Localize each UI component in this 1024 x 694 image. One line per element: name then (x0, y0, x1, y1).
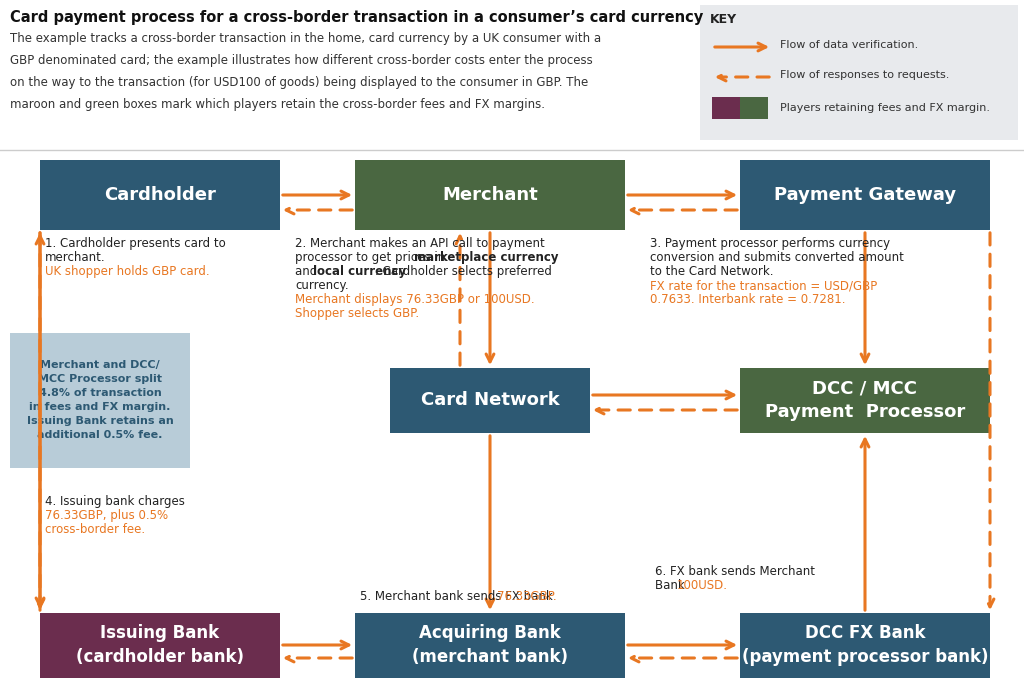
Text: on the way to the transaction (for USD100 of goods) being displayed to the consu: on the way to the transaction (for USD10… (10, 76, 588, 89)
Text: processor to get prices in: processor to get prices in (295, 251, 449, 264)
Text: The example tracks a cross-border transaction in the home, card currency by a UK: The example tracks a cross-border transa… (10, 32, 601, 45)
Text: Card Network: Card Network (421, 391, 559, 409)
Text: DCC FX Bank
(payment processor bank): DCC FX Bank (payment processor bank) (741, 624, 988, 666)
FancyBboxPatch shape (40, 160, 280, 230)
Text: 76.33GBP.: 76.33GBP. (497, 590, 557, 603)
Text: Issuing Bank
(cardholder bank): Issuing Bank (cardholder bank) (76, 624, 244, 666)
Text: UK shopper holds GBP card.: UK shopper holds GBP card. (45, 265, 210, 278)
Text: merchant.: merchant. (45, 251, 105, 264)
Text: marketplace currency: marketplace currency (415, 251, 559, 264)
FancyBboxPatch shape (740, 368, 990, 432)
Text: FX rate for the transaction = USD/GBP: FX rate for the transaction = USD/GBP (650, 279, 878, 292)
Text: 5. Merchant bank sends FX bank: 5. Merchant bank sends FX bank (360, 590, 556, 603)
Text: Flow of data verification.: Flow of data verification. (780, 40, 919, 50)
Text: conversion and submits converted amount: conversion and submits converted amount (650, 251, 904, 264)
Text: Payment Gateway: Payment Gateway (774, 186, 956, 204)
Text: maroon and green boxes mark which players retain the cross-border fees and FX ma: maroon and green boxes mark which player… (10, 98, 545, 111)
FancyBboxPatch shape (700, 5, 1018, 140)
Text: Merchant displays 76.33GBP or 100USD.: Merchant displays 76.33GBP or 100USD. (295, 293, 535, 306)
Text: to the Card Network.: to the Card Network. (650, 265, 773, 278)
FancyBboxPatch shape (355, 160, 625, 230)
Text: GBP denominated card; the example illustrates how different cross-border costs e: GBP denominated card; the example illust… (10, 54, 593, 67)
Text: 76.33GBP, plus 0.5%: 76.33GBP, plus 0.5% (45, 509, 168, 522)
FancyBboxPatch shape (40, 613, 280, 677)
Text: Cardholder: Cardholder (104, 186, 216, 204)
Text: Merchant: Merchant (442, 186, 538, 204)
Text: currency.: currency. (295, 279, 348, 292)
FancyBboxPatch shape (390, 368, 590, 432)
Text: Flow of responses to requests.: Flow of responses to requests. (780, 70, 949, 80)
Text: . Cardholder selects preferred: . Cardholder selects preferred (375, 265, 552, 278)
Text: and: and (295, 265, 321, 278)
Text: Acquiring Bank
(merchant bank): Acquiring Bank (merchant bank) (412, 624, 568, 666)
Text: 6. FX bank sends Merchant: 6. FX bank sends Merchant (655, 565, 815, 578)
Text: KEY: KEY (710, 13, 737, 26)
Text: Bank: Bank (655, 579, 688, 592)
Text: 3. Payment processor performs currency: 3. Payment processor performs currency (650, 237, 890, 250)
Text: 1. Cardholder presents card to: 1. Cardholder presents card to (45, 237, 225, 250)
FancyBboxPatch shape (740, 160, 990, 230)
Text: Merchant and DCC/
MCC Processor split
4.8% of transaction
in fees and FX margin.: Merchant and DCC/ MCC Processor split 4.… (27, 360, 173, 440)
Text: 100USD.: 100USD. (677, 579, 728, 592)
Text: 2. Merchant makes an API call to payment: 2. Merchant makes an API call to payment (295, 237, 545, 250)
FancyBboxPatch shape (712, 97, 740, 119)
Text: cross-border fee.: cross-border fee. (45, 523, 145, 536)
Text: DCC / MCC
Payment  Processor: DCC / MCC Payment Processor (765, 379, 966, 421)
Text: 0.7633. Interbank rate = 0.7281.: 0.7633. Interbank rate = 0.7281. (650, 293, 846, 306)
FancyBboxPatch shape (10, 332, 190, 468)
Text: local currency: local currency (312, 265, 406, 278)
FancyBboxPatch shape (740, 613, 990, 677)
Text: Shopper selects GBP.: Shopper selects GBP. (295, 307, 419, 320)
Text: Card payment process for a cross-border transaction in a consumer’s card currenc: Card payment process for a cross-border … (10, 10, 703, 25)
Text: Players retaining fees and FX margin.: Players retaining fees and FX margin. (780, 103, 990, 113)
Text: 4. Issuing bank charges: 4. Issuing bank charges (45, 495, 185, 508)
FancyBboxPatch shape (740, 97, 768, 119)
FancyBboxPatch shape (355, 613, 625, 677)
